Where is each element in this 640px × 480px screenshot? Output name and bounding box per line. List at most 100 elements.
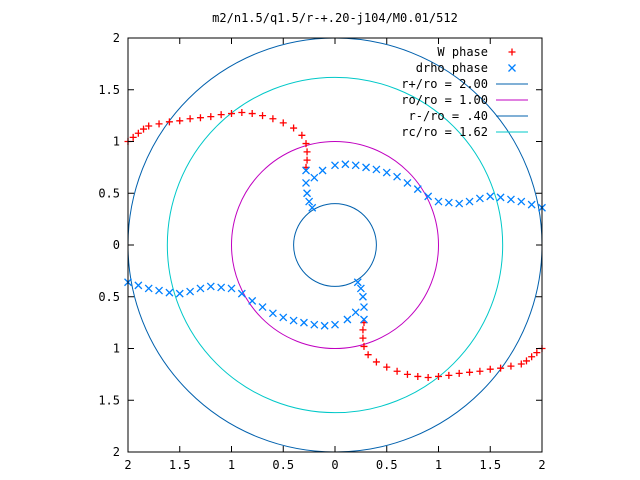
data-point-0-12 <box>228 110 235 118</box>
data-point-0-10 <box>207 113 215 121</box>
data-point-1-18 <box>444 198 453 207</box>
data-point-0-44 <box>360 342 368 350</box>
data-point-1-41 <box>268 309 277 318</box>
data-point-1-45 <box>227 284 236 293</box>
data-point-1-12 <box>382 168 391 177</box>
data-point-1-42 <box>258 303 267 312</box>
data-point-1-40 <box>279 313 288 322</box>
data-point-1-36 <box>320 321 329 330</box>
circle-series-4 <box>293 203 377 287</box>
data-point-1-37 <box>310 320 319 329</box>
data-points <box>124 109 546 381</box>
data-point-0-35 <box>445 371 453 379</box>
data-point-1-38 <box>299 318 308 327</box>
data-point-0-28 <box>517 360 525 368</box>
data-point-1-15 <box>413 185 422 194</box>
data-point-1-4 <box>308 203 317 212</box>
data-point-0-38 <box>414 372 422 380</box>
data-point-1-8 <box>341 160 350 169</box>
data-point-1-31 <box>356 284 365 293</box>
data-point-0-22 <box>303 156 311 164</box>
legend: W phase drho phase r+/ro = 2.00 ro/ro = 1.0… <box>401 45 528 139</box>
data-point-0-29 <box>507 362 515 370</box>
data-point-0-4 <box>145 122 153 130</box>
data-point-0-37 <box>424 373 432 381</box>
data-point-0-9 <box>196 114 204 122</box>
data-point-1-20 <box>465 197 474 206</box>
data-point-0-45 <box>359 334 367 342</box>
circle-series-3 <box>231 141 439 349</box>
data-point-1-17 <box>434 197 443 206</box>
legend-label-5: rc/ro = 1.62 <box>401 125 488 139</box>
x-tick-label: 1 <box>435 458 442 472</box>
axis-ticks: 2 1.5 1 0.5 0 0.5 1 1.5 221.510.500.511.52 <box>98 31 545 472</box>
data-point-0-13 <box>238 109 246 117</box>
circle-series-5 <box>166 76 504 414</box>
data-point-1-23 <box>496 193 505 202</box>
data-point-1-34 <box>343 315 352 324</box>
data-point-1-52 <box>155 286 164 295</box>
legend-label-0: W phase <box>437 45 488 59</box>
data-point-0-21 <box>303 148 311 156</box>
data-point-1-11 <box>372 165 381 174</box>
y-tick-label: 1 <box>113 342 120 356</box>
y-tick-label: 1 <box>113 135 120 149</box>
data-point-1-53 <box>144 284 153 293</box>
y-tick-label: 2 <box>113 445 120 459</box>
data-point-1-26 <box>527 200 536 209</box>
x-tick-label: 1.5 <box>479 458 501 472</box>
data-point-1-6 <box>318 166 327 175</box>
data-point-0-42 <box>372 358 380 366</box>
data-point-1-7 <box>331 161 339 170</box>
y-tick-label: 0.5 <box>98 186 120 200</box>
x-tick-label: 1 <box>228 458 235 472</box>
data-point-0-46 <box>359 326 367 334</box>
data-point-1-32 <box>353 278 362 287</box>
data-point-0-32 <box>476 367 484 375</box>
data-point-0-2 <box>134 129 142 137</box>
data-point-1-0 <box>302 166 310 175</box>
data-point-0-43 <box>364 351 372 359</box>
data-point-1-49 <box>186 287 195 296</box>
data-point-0-31 <box>486 365 494 373</box>
data-point-0-26 <box>528 353 536 361</box>
legend-label-1: drho phase <box>416 61 488 75</box>
data-point-0-15 <box>259 112 267 120</box>
x-tick-label: 0 <box>331 458 338 472</box>
data-point-1-28 <box>360 315 368 324</box>
x-tick-label: 0.5 <box>376 458 398 472</box>
data-point-0-7 <box>176 117 184 125</box>
legend-label-2: r+/ro = 2.00 <box>401 77 488 91</box>
data-point-1-22 <box>486 192 495 201</box>
data-point-1-29 <box>360 303 368 312</box>
data-point-1-50 <box>175 289 184 298</box>
data-point-1-25 <box>517 197 526 206</box>
x-tick-label: 2 <box>538 458 545 472</box>
data-point-1-48 <box>196 284 205 293</box>
data-point-0-11 <box>217 111 225 119</box>
y-tick-label: 0.5 <box>98 290 120 304</box>
data-point-1-46 <box>217 283 226 292</box>
y-tick-label: 1.5 <box>98 83 120 97</box>
x-tick-label: 2 <box>124 458 131 472</box>
data-point-1-30 <box>358 292 367 301</box>
data-point-1-14 <box>403 178 412 187</box>
data-point-1-43 <box>248 296 257 305</box>
data-point-0-5 <box>155 120 163 128</box>
data-point-1-39 <box>289 316 298 325</box>
data-point-1-13 <box>393 172 402 181</box>
data-point-0-34 <box>455 369 463 377</box>
data-point-1-51 <box>165 288 174 297</box>
legend-label-3: ro/ro = 1.00 <box>401 93 488 107</box>
y-tick-label: 2 <box>113 31 120 45</box>
data-point-0-17 <box>279 119 287 127</box>
legend-label-4: r-/ro = .40 <box>409 109 488 123</box>
data-point-1-24 <box>506 195 515 204</box>
data-point-0-27 <box>522 357 530 365</box>
data-point-1-5 <box>310 173 319 182</box>
data-point-1-44 <box>237 289 246 298</box>
data-point-1-16 <box>424 192 433 201</box>
data-point-1-21 <box>475 194 484 203</box>
data-point-0-19 <box>298 131 306 139</box>
data-point-1-35 <box>331 320 339 329</box>
